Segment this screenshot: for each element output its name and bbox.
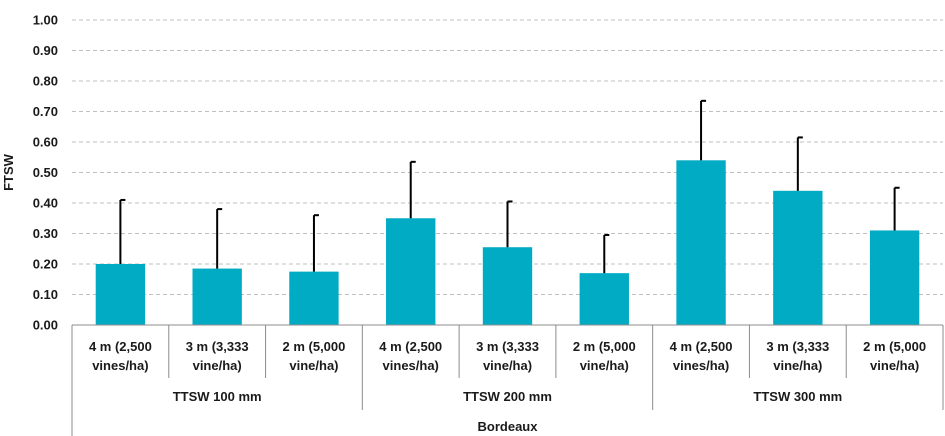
x-category-label: vine/ha) <box>289 358 338 373</box>
y-tick-label: 0.60 <box>33 135 58 150</box>
x-category-label: 3 m (3,333 <box>766 339 829 354</box>
bar <box>192 268 242 325</box>
error-bars <box>119 99 900 274</box>
x-category-label: vine/ha) <box>773 358 822 373</box>
x-axis <box>71 324 944 436</box>
x-axis-title: Bordeaux <box>478 419 539 434</box>
y-axis-title: FTSW <box>1 153 16 191</box>
x-category-label: vine/ha) <box>193 358 242 373</box>
y-tick-label: 0.40 <box>33 196 58 211</box>
y-tick-label: 1.00 <box>33 13 58 28</box>
x-category-label: 4 m (2,500 <box>379 339 442 354</box>
y-tick-label: 0.00 <box>33 318 58 333</box>
bar <box>676 160 726 325</box>
bar <box>869 230 920 325</box>
bars <box>95 160 920 325</box>
x-category-label: 2 m (5,000 <box>283 339 346 354</box>
y-tick-label: 0.90 <box>33 43 58 58</box>
x-category-label: vines/ha) <box>383 358 439 373</box>
x-group-label: TTSW 100 mm <box>173 389 262 404</box>
y-axis-ticks: 0.00 0.10 0.20 0.30 0.40 0.50 0.60 0.70 0.80 0.90… <box>33 13 58 333</box>
y-tick-label: 0.20 <box>33 257 58 272</box>
x-category-label: vines/ha) <box>673 358 729 373</box>
bar <box>95 264 146 325</box>
y-tick-label: 0.50 <box>33 165 58 180</box>
x-category-label: 3 m (3,333 <box>186 339 249 354</box>
category-labels: 4 m (2,500 vines/ha) 3 m (3,333 vine/ha) 2 m… <box>89 339 926 373</box>
x-category-label: 4 m (2,500 <box>89 339 152 354</box>
x-group-label: TTSW 300 mm <box>753 389 842 404</box>
bar <box>579 273 629 325</box>
y-tick-label: 0.80 <box>33 74 58 89</box>
y-tick-label: 0.70 <box>33 104 58 119</box>
bar <box>289 271 339 325</box>
x-category-label: 3 m (3,333 <box>476 339 539 354</box>
y-tick-label: 0.10 <box>33 287 58 302</box>
x-category-label: vine/ha) <box>483 358 532 373</box>
x-category-label: 2 m (5,000 <box>863 339 926 354</box>
x-group-label: TTSW 200 mm <box>463 389 552 404</box>
bar <box>482 247 533 325</box>
x-category-label: 2 m (5,000 <box>573 339 636 354</box>
x-category-label: vine/ha) <box>870 358 919 373</box>
group-labels: TTSW 100 mm TTSW 200 mm TTSW 300 mm <box>173 389 843 404</box>
x-category-label: vine/ha) <box>580 358 629 373</box>
bar <box>773 190 823 325</box>
x-category-label: vines/ha) <box>92 358 148 373</box>
bar <box>386 218 436 325</box>
y-tick-label: 0.30 <box>33 226 58 241</box>
x-category-label: 4 m (2,500 <box>670 339 733 354</box>
